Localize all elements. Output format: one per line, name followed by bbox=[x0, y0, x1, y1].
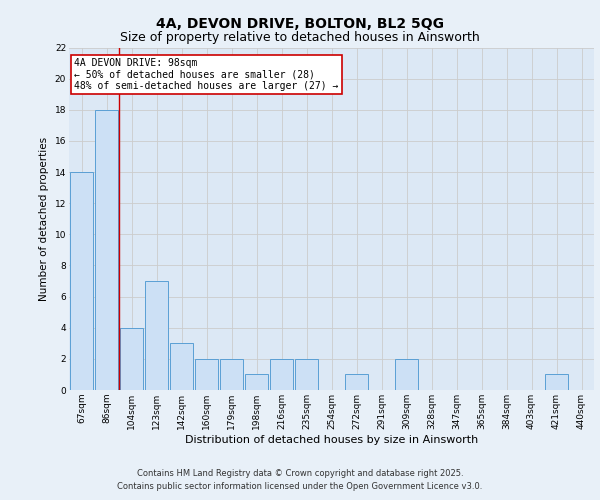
Bar bbox=[545, 374, 568, 390]
Bar bbox=[245, 374, 268, 390]
Bar bbox=[395, 359, 418, 390]
Text: 4A DEVON DRIVE: 98sqm
← 50% of detached houses are smaller (28)
48% of semi-deta: 4A DEVON DRIVE: 98sqm ← 50% of detached … bbox=[74, 58, 338, 91]
Bar bbox=[295, 359, 318, 390]
Bar bbox=[270, 359, 293, 390]
Bar bbox=[170, 344, 193, 390]
Y-axis label: Number of detached properties: Number of detached properties bbox=[39, 136, 49, 301]
Text: Contains HM Land Registry data © Crown copyright and database right 2025.
Contai: Contains HM Land Registry data © Crown c… bbox=[118, 470, 482, 491]
Bar bbox=[70, 172, 93, 390]
Bar bbox=[345, 374, 368, 390]
Bar bbox=[145, 281, 168, 390]
Bar bbox=[195, 359, 218, 390]
Bar bbox=[220, 359, 243, 390]
X-axis label: Distribution of detached houses by size in Ainsworth: Distribution of detached houses by size … bbox=[185, 434, 478, 444]
Text: 4A, DEVON DRIVE, BOLTON, BL2 5QG: 4A, DEVON DRIVE, BOLTON, BL2 5QG bbox=[156, 18, 444, 32]
Bar bbox=[95, 110, 118, 390]
Bar bbox=[120, 328, 143, 390]
Text: Size of property relative to detached houses in Ainsworth: Size of property relative to detached ho… bbox=[120, 31, 480, 44]
